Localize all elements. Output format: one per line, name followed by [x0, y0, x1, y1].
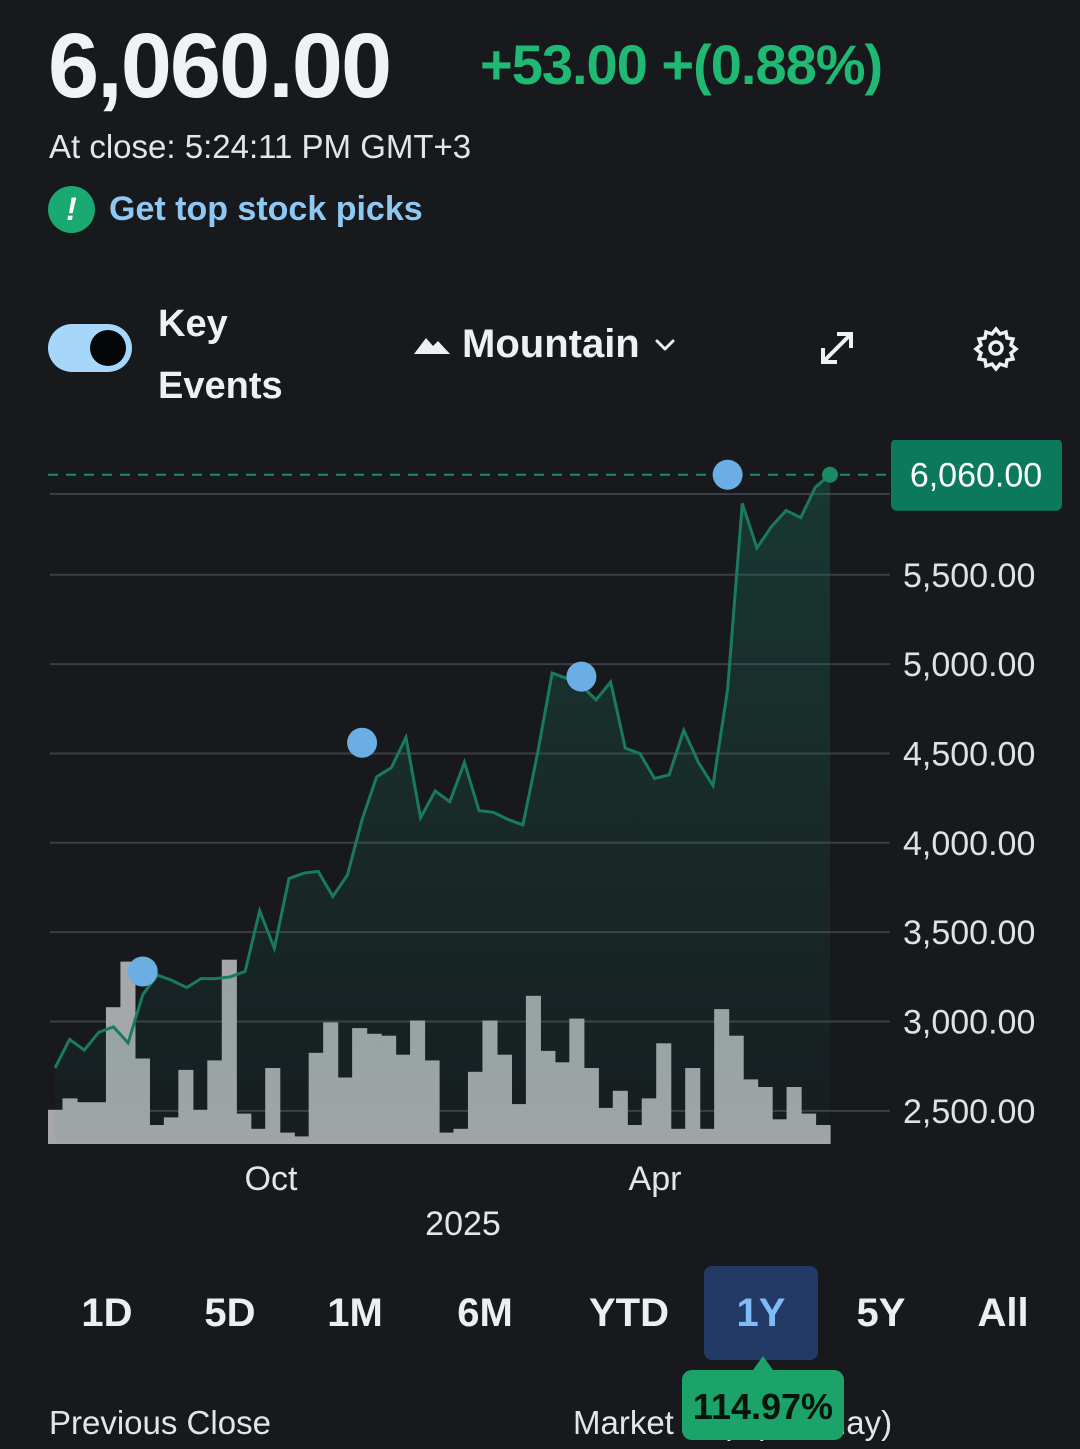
- y-tick-label: 5,500.00: [903, 557, 1035, 595]
- last-price-tag-text: 6,060.00: [910, 457, 1042, 495]
- settings-button[interactable]: [972, 324, 1020, 372]
- current-price: 6,060.00: [48, 15, 392, 117]
- toggle-knob: [90, 330, 126, 366]
- range-tab-6m[interactable]: 6M: [457, 1291, 513, 1335]
- y-tick-label: 4,000.00: [903, 825, 1035, 863]
- mountain-icon: [414, 337, 450, 354]
- price-chart[interactable]: 2,500.00 3,000.00 3,500.00 4,000.00 4,500.00…: [0, 440, 1080, 1260]
- y-tick-label: 3,500.00: [903, 914, 1035, 952]
- key-event-marker[interactable]: [566, 661, 597, 692]
- y-axis-labels: 2,500.00 3,000.00 3,500.00 4,000.00 4,500.00…: [903, 557, 1035, 1131]
- y-tick-label: 3,000.00: [903, 1003, 1035, 1041]
- chevron-down-icon: [655, 339, 675, 350]
- key-event-markers[interactable]: [127, 459, 743, 987]
- last-price-dot: [822, 466, 838, 483]
- range-tab-5y[interactable]: 5Y: [856, 1291, 906, 1335]
- close-time: At close: 5:24:11 PM GMT+3: [49, 128, 472, 165]
- price-area: [55, 474, 830, 1143]
- range-tab-all[interactable]: All: [977, 1291, 1029, 1335]
- gear-icon: [973, 326, 1019, 372]
- key-events-label: Key Events: [158, 303, 283, 407]
- performance-badge: 114.97%: [682, 1370, 844, 1440]
- x-year-label: 2025: [425, 1205, 501, 1243]
- expand-button[interactable]: [815, 326, 859, 370]
- x-tick-oct: Oct: [245, 1160, 298, 1198]
- last-price-tag: 6,060.00: [891, 440, 1062, 511]
- previous-close-label: Previous Close: [49, 1404, 271, 1441]
- chart-type-dropdown[interactable]: Mountain: [414, 322, 678, 367]
- y-tick-label: 4,500.00: [903, 735, 1035, 773]
- performance-badge-pointer: [753, 1356, 773, 1370]
- y-tick-label: 2,500.00: [903, 1093, 1035, 1131]
- picks-label: Get top stock picks: [109, 190, 423, 228]
- key-event-marker[interactable]: [712, 459, 743, 490]
- range-selector: 1D 5D 1M 6M YTD 1Y 5Y All: [40, 1266, 1080, 1360]
- range-tab-1y[interactable]: 1Y: [704, 1266, 818, 1360]
- top-stock-picks-link[interactable]: ! Get top stock picks: [48, 186, 423, 233]
- exclamation-icon: !: [48, 186, 95, 233]
- range-tab-5d[interactable]: 5D: [204, 1291, 256, 1335]
- range-tab-1d[interactable]: 1D: [81, 1291, 133, 1335]
- range-tab-ytd[interactable]: YTD: [589, 1291, 669, 1335]
- chart-type-label: Mountain: [462, 322, 640, 366]
- key-event-marker[interactable]: [127, 956, 158, 987]
- range-tab-1m[interactable]: 1M: [327, 1291, 383, 1335]
- y-tick-label: 5,000.00: [903, 646, 1035, 684]
- price-change: +53.00 +(0.88%): [480, 33, 883, 96]
- price-line: [53, 473, 831, 1069]
- x-tick-apr: Apr: [629, 1160, 682, 1198]
- expand-icon: [821, 332, 853, 364]
- key-event-marker[interactable]: [347, 727, 378, 758]
- key-events-toggle[interactable]: [48, 324, 132, 372]
